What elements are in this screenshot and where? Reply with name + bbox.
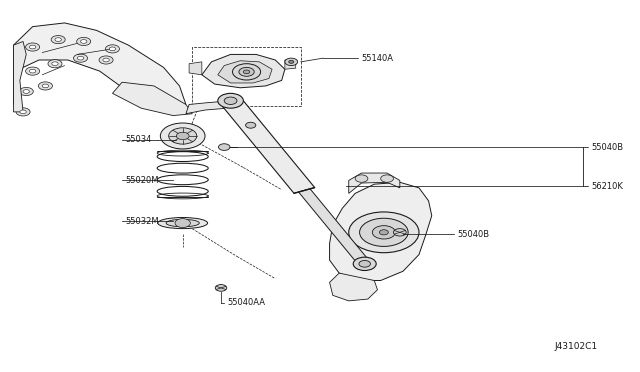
Circle shape bbox=[19, 87, 33, 96]
Circle shape bbox=[243, 70, 250, 74]
Text: 55040B: 55040B bbox=[591, 142, 623, 151]
Circle shape bbox=[360, 218, 408, 246]
Circle shape bbox=[29, 69, 36, 73]
Circle shape bbox=[224, 97, 237, 105]
Circle shape bbox=[355, 175, 368, 182]
Circle shape bbox=[51, 36, 65, 44]
Polygon shape bbox=[285, 60, 296, 69]
Polygon shape bbox=[186, 101, 230, 114]
Ellipse shape bbox=[166, 219, 199, 227]
Text: 55140A: 55140A bbox=[362, 54, 394, 62]
Circle shape bbox=[16, 108, 30, 116]
Circle shape bbox=[42, 84, 49, 88]
Text: 56210K: 56210K bbox=[591, 182, 623, 190]
Circle shape bbox=[353, 257, 376, 270]
Circle shape bbox=[55, 38, 61, 41]
Circle shape bbox=[81, 39, 87, 43]
Text: J43102C1: J43102C1 bbox=[555, 342, 598, 351]
Polygon shape bbox=[13, 23, 186, 112]
Circle shape bbox=[52, 62, 58, 65]
Circle shape bbox=[48, 60, 62, 68]
Text: 55020M: 55020M bbox=[125, 176, 159, 185]
Circle shape bbox=[99, 56, 113, 64]
Circle shape bbox=[74, 54, 88, 62]
Circle shape bbox=[77, 56, 84, 60]
Circle shape bbox=[38, 82, 52, 90]
Circle shape bbox=[26, 67, 40, 75]
Circle shape bbox=[109, 47, 116, 51]
Polygon shape bbox=[330, 273, 378, 301]
Circle shape bbox=[20, 110, 26, 114]
Circle shape bbox=[381, 175, 394, 182]
Circle shape bbox=[246, 122, 256, 128]
Polygon shape bbox=[13, 41, 26, 112]
Circle shape bbox=[77, 37, 91, 45]
Circle shape bbox=[289, 60, 294, 63]
Polygon shape bbox=[218, 61, 272, 83]
Circle shape bbox=[23, 90, 29, 93]
Circle shape bbox=[218, 144, 230, 150]
Ellipse shape bbox=[158, 218, 207, 229]
Text: 55034: 55034 bbox=[125, 135, 152, 144]
Circle shape bbox=[26, 43, 40, 51]
Polygon shape bbox=[202, 54, 285, 88]
Polygon shape bbox=[189, 62, 202, 75]
Polygon shape bbox=[349, 173, 400, 193]
Circle shape bbox=[175, 219, 190, 228]
Polygon shape bbox=[220, 98, 315, 193]
Polygon shape bbox=[299, 189, 371, 266]
Circle shape bbox=[161, 123, 205, 149]
Circle shape bbox=[103, 58, 109, 62]
Circle shape bbox=[232, 64, 260, 80]
Circle shape bbox=[394, 229, 406, 236]
Text: 55040B: 55040B bbox=[458, 230, 490, 239]
Circle shape bbox=[359, 260, 371, 267]
Circle shape bbox=[169, 128, 196, 144]
Circle shape bbox=[372, 226, 396, 239]
Circle shape bbox=[285, 58, 298, 65]
Text: 55032M: 55032M bbox=[125, 217, 159, 226]
Circle shape bbox=[239, 67, 254, 76]
Circle shape bbox=[380, 230, 388, 235]
Polygon shape bbox=[330, 182, 432, 280]
Circle shape bbox=[29, 45, 36, 49]
Text: 55040AA: 55040AA bbox=[227, 298, 266, 307]
Circle shape bbox=[218, 93, 243, 108]
Polygon shape bbox=[113, 82, 192, 116]
Circle shape bbox=[349, 212, 419, 253]
Circle shape bbox=[106, 45, 120, 53]
Circle shape bbox=[215, 285, 227, 291]
Circle shape bbox=[176, 132, 189, 140]
